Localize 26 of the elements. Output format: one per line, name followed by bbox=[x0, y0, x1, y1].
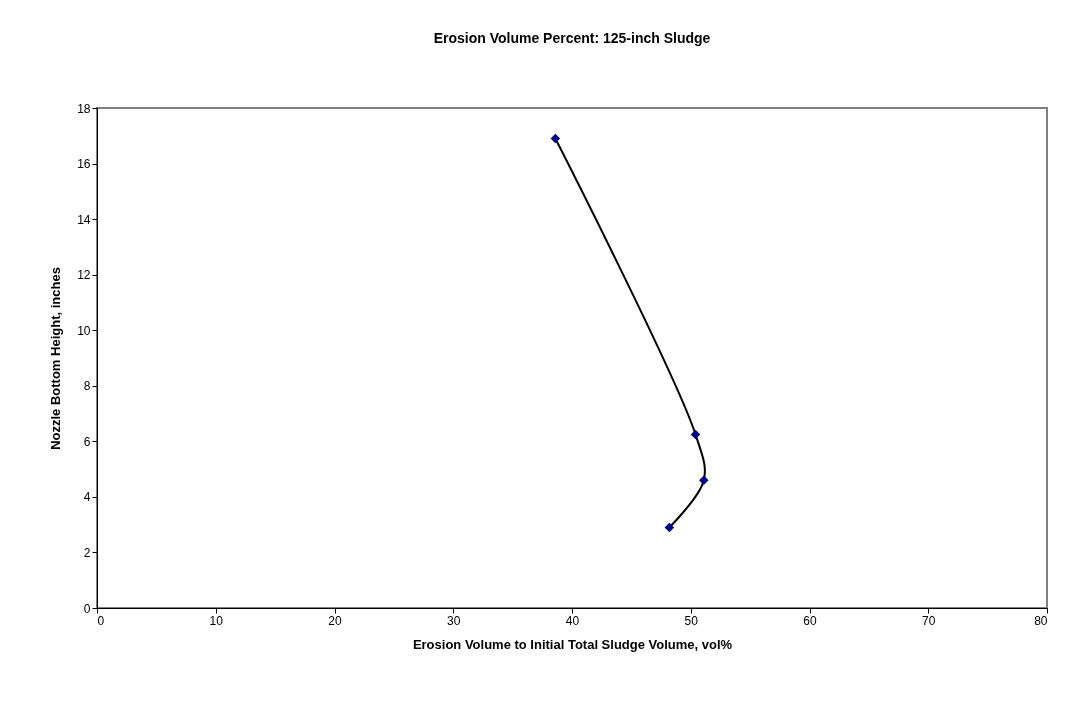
y-tick-label: 14 bbox=[77, 212, 91, 227]
x-tick-label: 10 bbox=[209, 613, 224, 628]
y-tick-label: 16 bbox=[77, 157, 91, 172]
point bbox=[550, 133, 561, 144]
x-tick-label: 80 bbox=[1034, 613, 1048, 628]
y-tick-label: 2 bbox=[83, 545, 91, 560]
point bbox=[699, 475, 709, 485]
y-tick-label: 0 bbox=[83, 601, 91, 616]
y-tick-label: 12 bbox=[77, 268, 91, 283]
y-tick-label: 4 bbox=[83, 490, 91, 505]
x-tick-label: 0 bbox=[97, 613, 105, 628]
chart-title: Erosion Volume Percent: 125-inch Sludge bbox=[433, 30, 711, 46]
x-axis-title: Erosion Volume to Initial Total Sludge Volume, vol% bbox=[412, 636, 733, 652]
y-tick-label: 18 bbox=[77, 101, 91, 116]
point bbox=[664, 522, 675, 533]
y-tick-label: 8 bbox=[83, 379, 91, 394]
x-tick-label: 20 bbox=[328, 613, 342, 628]
point bbox=[690, 429, 701, 440]
x-tick-label: 30 bbox=[447, 613, 461, 628]
x-tick-label: 40 bbox=[565, 613, 580, 628]
x-tick-label: 70 bbox=[922, 613, 936, 628]
y-axis-title: Nozzle Bottom Height, inches bbox=[48, 267, 64, 450]
y-tick-label: 10 bbox=[77, 323, 91, 338]
x-tick-label: 60 bbox=[803, 613, 817, 628]
y-tick-label: 6 bbox=[83, 434, 91, 449]
x-tick-label: 50 bbox=[684, 613, 699, 628]
